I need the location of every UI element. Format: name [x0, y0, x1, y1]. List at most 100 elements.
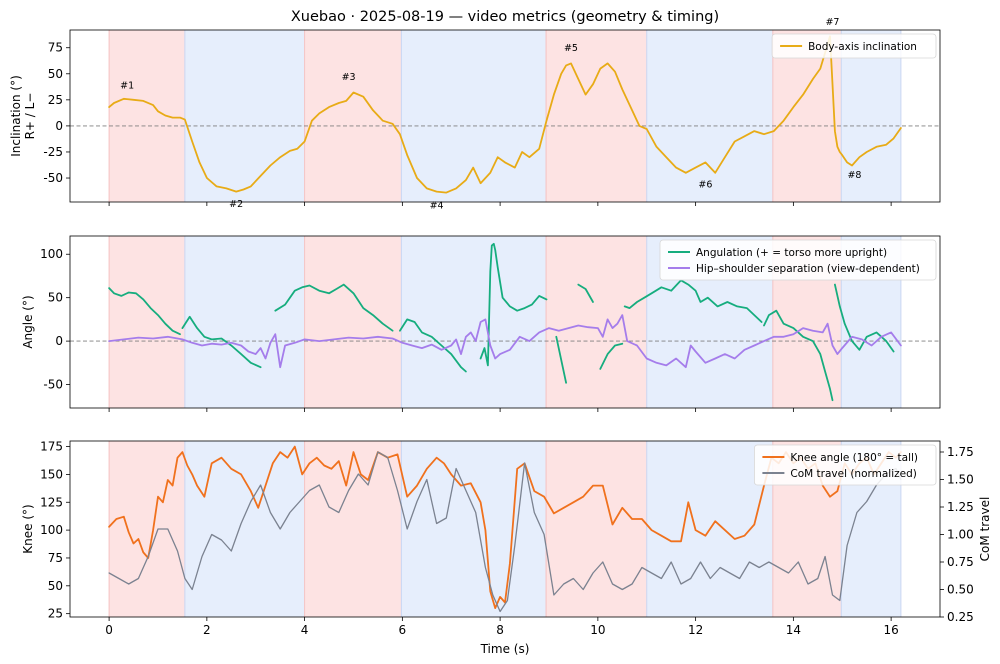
x-axis-label: Time (s)	[480, 642, 530, 656]
phase-band-2	[184, 441, 305, 617]
legend: Knee angle (180° = tall) CoM travel (norm…	[754, 444, 937, 486]
phase-band-1	[109, 441, 185, 617]
y-axis-label-secondary: R+ / L−	[23, 93, 37, 140]
x-tick-label: 4	[301, 623, 309, 637]
y-tick-label: 75	[48, 551, 63, 565]
phase-band-1	[109, 30, 185, 202]
x-tick-label: 12	[688, 623, 703, 637]
y-right-tick-label: 0.75	[947, 555, 974, 569]
phase-band-1	[109, 236, 185, 408]
annotation-4: #4	[430, 200, 444, 211]
legend-label: Hip–shoulder separation (view-dependent)	[696, 263, 920, 275]
legend: Body-axis inclination	[771, 33, 937, 59]
legend-box	[659, 239, 937, 281]
x-tick-label: 0	[105, 623, 113, 637]
panel-2: -50 0 50 100 Angle (°) Angulation (+ = torso …	[21, 235, 941, 412]
series-line-angulation-torso-more-upright-seg-3	[274, 283, 394, 332]
phase-band-3	[304, 441, 402, 617]
series-line-angulation-torso-more-upright-seg-11	[834, 283, 895, 353]
series-line-body-axis-inclination	[108, 35, 902, 194]
series-group	[108, 242, 902, 402]
annotation-6: #6	[698, 179, 712, 190]
legend-label: Body-axis inclination	[808, 41, 917, 53]
legend-label: Knee angle (180° = tall)	[790, 452, 918, 464]
y-tick-label: 50	[48, 579, 63, 593]
y-axis: 25 50 75 100 125 150 175	[40, 440, 70, 621]
y-right-tick-label: 1.25	[947, 500, 974, 514]
y-right-tick-label: 0.50	[947, 583, 974, 597]
series-line-angulation-torso-more-upright-seg-8	[599, 342, 624, 370]
series-line-angulation-torso-more-upright-seg-2	[181, 315, 262, 369]
axes-frame	[69, 29, 941, 203]
phase-band-5	[546, 236, 647, 408]
axes-frame	[69, 235, 941, 409]
phase-band-2	[184, 30, 305, 202]
x-tick-label: 2	[203, 623, 211, 637]
series-line-angulation-torso-more-upright-seg-7	[577, 283, 594, 303]
legend-box	[754, 444, 937, 486]
annotation-7: #7	[825, 17, 839, 28]
y-axis-label: Inclination (°)	[9, 75, 23, 157]
series-line-angulation-torso-more-upright-seg-9	[623, 279, 763, 323]
series-line-angulation-torso-more-upright-seg-10	[763, 309, 834, 402]
series-line-angulation-torso-more-upright-seg-6	[555, 335, 567, 384]
x-tick-label: 14	[786, 623, 801, 637]
y-axis: -50 -25 0 25 50 75	[43, 41, 70, 185]
figure-title: Xuebao · 2025-08-19 — video metrics (geo…	[291, 9, 719, 25]
y-tick-label: 50	[48, 67, 63, 81]
legend-label: CoM travel (normalized)	[790, 468, 917, 480]
series-line-com-travel-normalized	[108, 451, 902, 613]
phase-band-5	[546, 441, 647, 617]
y-axis-label: Angle (°)	[21, 295, 35, 348]
y-tick-label: 25	[48, 607, 63, 621]
series-group	[108, 35, 902, 194]
x-tick-label: 10	[590, 623, 605, 637]
y-axis: -50 0 50 100	[40, 247, 70, 392]
series-line-angulation-torso-more-upright-seg-1	[108, 287, 181, 336]
y-tick-label: 100	[40, 523, 63, 537]
y-tick-label: 50	[48, 291, 63, 305]
legend-box	[771, 33, 937, 59]
x-axis: 0 2 4 6 8 10 12 14 16	[105, 617, 899, 637]
x-axis	[108, 202, 892, 206]
annotation-8: #8	[847, 170, 861, 181]
legend: Angulation (+ = torso more upright) Hip–s…	[659, 239, 937, 281]
annotation-1: #1	[120, 80, 134, 91]
y-tick-label: 175	[40, 440, 63, 454]
x-axis	[108, 408, 892, 412]
series-line-angulation-torso-more-upright-seg-4	[399, 318, 467, 373]
x-tick-label: 6	[399, 623, 407, 637]
y-tick-label: 25	[48, 93, 63, 107]
axes-frame	[69, 440, 941, 618]
phase-band-3	[304, 30, 402, 202]
y-right-tick-label: 1.00	[947, 528, 974, 542]
y-tick-label: 100	[40, 247, 63, 261]
y-axis-right: 0.25 0.50 0.75 1.00 1.25 1.50 1.75 CoM travel	[940, 445, 992, 624]
phase-band-5	[546, 30, 647, 202]
y-tick-label: -50	[43, 171, 63, 185]
annotation-3: #3	[342, 72, 356, 83]
y-right-tick-label: 1.75	[947, 445, 974, 459]
x-tick-label: 8	[496, 623, 504, 637]
y-axis-label: Knee (°)	[21, 504, 35, 553]
annotation-2: #2	[229, 199, 243, 210]
y-tick-label: -25	[43, 145, 63, 159]
phase-band-8	[841, 30, 901, 202]
y-right-tick-label: 1.50	[947, 473, 974, 487]
annotation-5: #5	[564, 43, 578, 54]
phase-band-4	[401, 30, 547, 202]
legend-label: Angulation (+ = torso more upright)	[696, 247, 887, 259]
phase-band-2	[184, 236, 305, 408]
y-tick-label: 150	[40, 467, 63, 481]
y-tick-label: 125	[40, 495, 63, 509]
annotations: #1 #2 #3 #4 #5 #6 #7 #8	[120, 17, 861, 211]
y-tick-label: 0	[55, 334, 63, 348]
phase-band-4	[401, 236, 547, 408]
y-tick-label: -50	[43, 378, 63, 392]
x-tick-label: 16	[883, 623, 898, 637]
phase-band-3	[304, 236, 402, 408]
phase-band-7	[772, 30, 842, 202]
y-tick-label: 75	[48, 41, 63, 55]
